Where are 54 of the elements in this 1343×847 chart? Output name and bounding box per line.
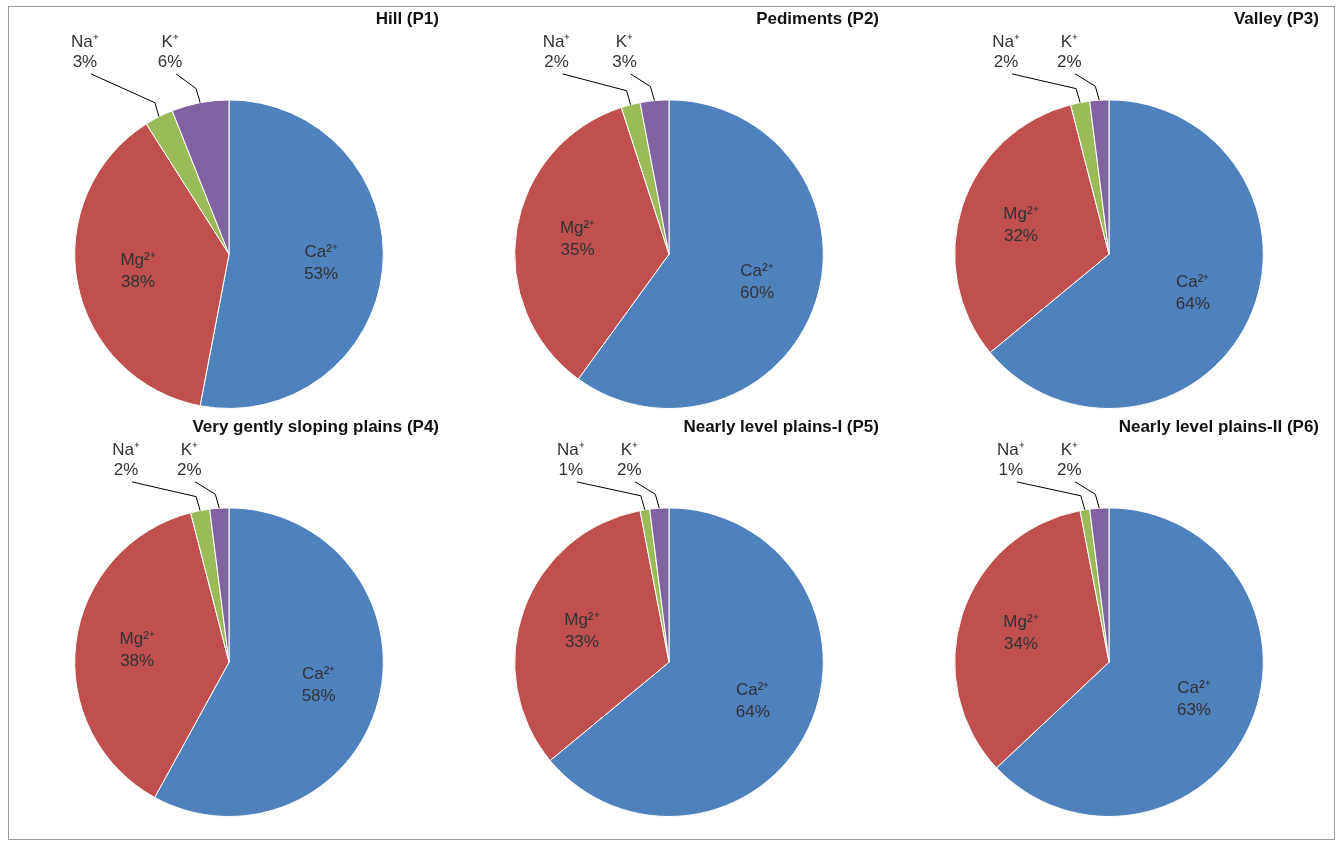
data-label: 2%	[544, 51, 569, 71]
slice-label: Ca²⁺	[1176, 272, 1210, 292]
data-label: 33%	[564, 631, 599, 651]
data-label: 38%	[120, 651, 155, 671]
data-label: 53%	[304, 263, 339, 283]
slice-label: Mg²⁺	[1003, 612, 1039, 632]
data-label: 2%	[113, 459, 139, 479]
slice-label: Na⁺	[542, 31, 571, 51]
chart-title: Hill (P1)	[375, 8, 439, 28]
slice-label: Mg²⁺	[120, 250, 156, 270]
data-label: 2%	[1057, 51, 1082, 71]
chart-title: Nearly level plains-II (P6)	[1118, 416, 1319, 436]
chart-title: Very gently sloping plains (P4)	[192, 416, 439, 436]
data-label: 35%	[560, 240, 595, 260]
slice-label: K⁺	[180, 439, 198, 459]
data-label: 64%	[735, 702, 770, 722]
slice-label: Mg²⁺	[1003, 204, 1039, 224]
data-label: 3%	[612, 51, 637, 71]
slice-label: K⁺	[1060, 439, 1078, 459]
slice-label: Mg²⁺	[559, 218, 596, 238]
chart-title: Pediments (P2)	[756, 8, 879, 28]
slice-label: K⁺	[615, 31, 634, 51]
slice-label: Ca²⁺	[301, 663, 336, 683]
data-label: 34%	[1003, 634, 1038, 654]
slice-label: Ca²⁺	[304, 241, 338, 261]
data-label: 64%	[1175, 294, 1210, 314]
slice-label: Ca²⁺	[1177, 677, 1211, 697]
data-label: 32%	[1003, 226, 1038, 246]
slice-label: K⁺	[1060, 31, 1078, 51]
chart-title: Valley (P3)	[1233, 8, 1319, 28]
data-label: 2%	[177, 459, 202, 479]
data-label: 2%	[1057, 459, 1082, 479]
slice-label: Na⁺	[992, 31, 1020, 51]
data-label: 1%	[998, 459, 1024, 479]
slice-label: Ca²⁺	[736, 680, 770, 700]
slice-label: Mg²⁺	[564, 609, 600, 629]
data-label: 63%	[1176, 699, 1211, 719]
data-label: 3%	[72, 51, 98, 71]
data-label: 38%	[121, 272, 156, 292]
slice-label: K⁺	[161, 31, 179, 51]
chart-title: Nearly level plains-I (P5)	[683, 416, 879, 436]
data-label: 58%	[301, 685, 336, 705]
slice-label: Na⁺	[71, 31, 99, 51]
data-label: 60%	[740, 283, 775, 303]
data-label: 1%	[558, 459, 584, 479]
data-label: 2%	[993, 51, 1019, 71]
slice-label: Na⁺	[996, 439, 1025, 459]
slice-label: Na⁺	[556, 439, 585, 459]
data-label: 6%	[157, 51, 183, 71]
slice-label: Ca²⁺	[740, 261, 774, 281]
slice-label: Mg²⁺	[119, 629, 155, 649]
data-label: 2%	[617, 459, 642, 479]
slice-label: K⁺	[620, 439, 638, 459]
slice-label: Na⁺	[112, 439, 140, 459]
